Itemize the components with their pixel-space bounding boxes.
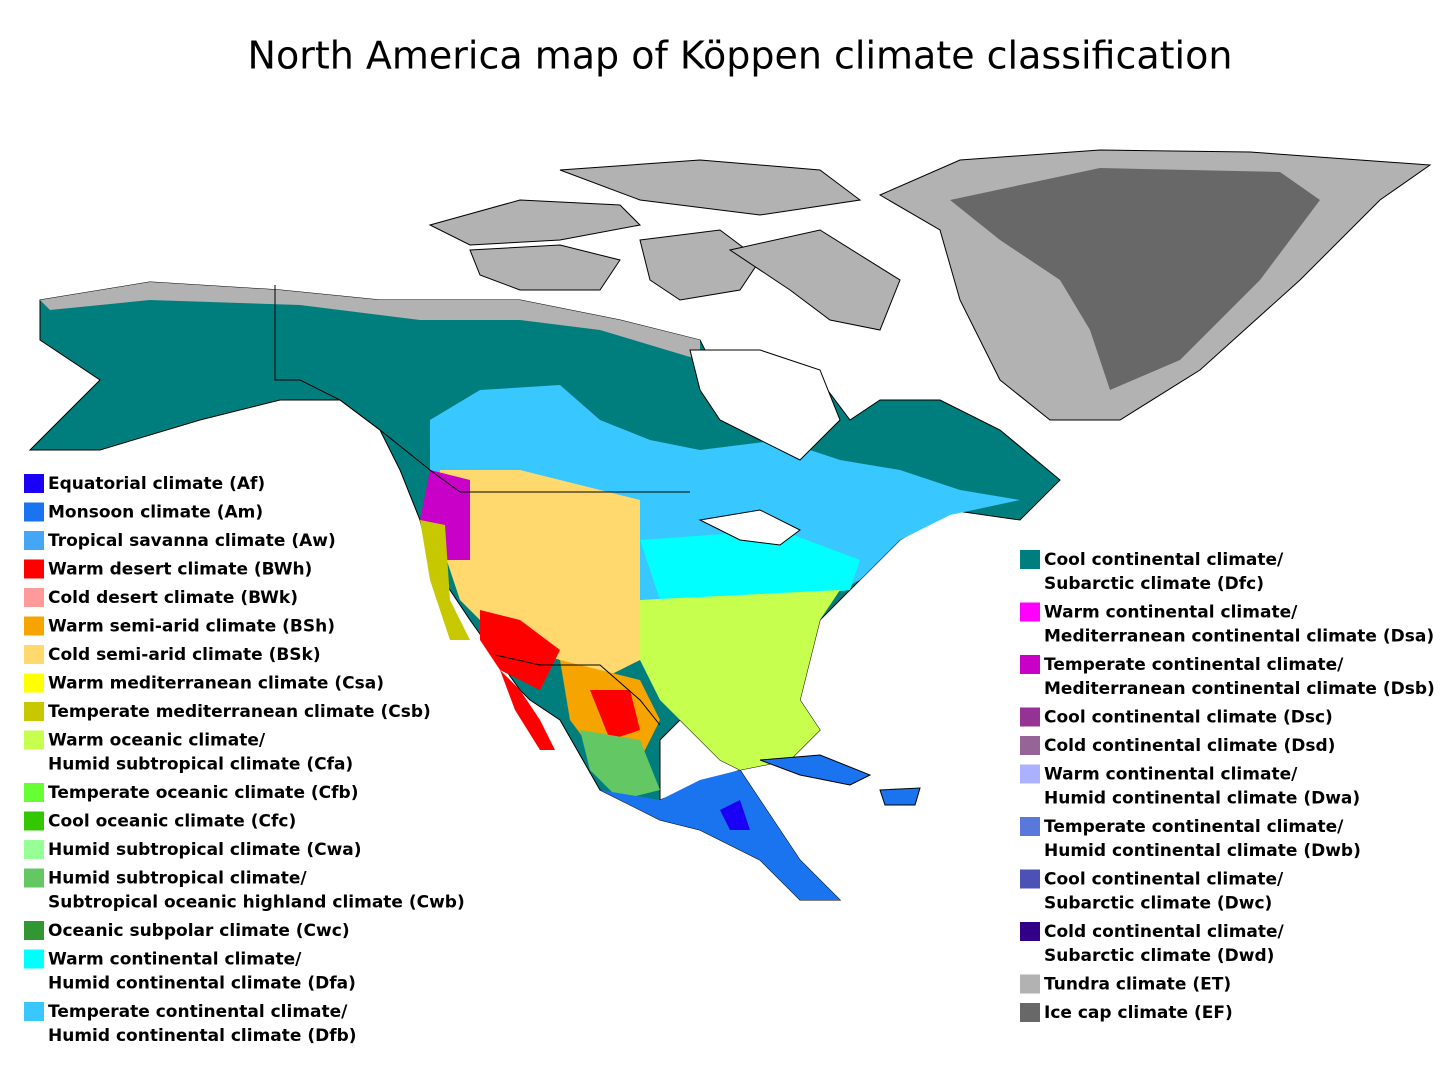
legend-label: Humid continental climate (Dwa) (1044, 789, 1360, 809)
legend-swatch (1020, 602, 1040, 622)
legend-label: Humid subtropical climate/ (48, 869, 307, 889)
legend-label: Warm semi-arid climate (BSh) (48, 617, 335, 637)
legend-label: Warm desert climate (BWh) (48, 560, 312, 580)
legend-label: Tropical savanna climate (Aw) (48, 531, 336, 551)
legend-label: Temperate continental climate/ (48, 1002, 348, 1022)
legend-swatch (24, 645, 44, 664)
legend-label: Temperate continental climate/ (1044, 655, 1344, 675)
legend-label: Humid continental climate (Dfb) (48, 1026, 357, 1046)
legend-swatch (24, 1002, 44, 1021)
map-title: North America map of Köppen climate clas… (248, 34, 1233, 78)
legend-label: Humid subtropical climate (Cwa) (48, 840, 362, 860)
legend-label: Cold continental climate (Dsd) (1044, 736, 1335, 756)
legend-label: Warm continental climate/ (1044, 765, 1298, 785)
legend-label: Warm continental climate/ (48, 950, 302, 970)
legend-label: Humid continental climate (Dfa) (48, 974, 356, 994)
legend-label: Mediterranean continental climate (Dsb) (1044, 679, 1435, 699)
legend-swatch (24, 811, 44, 831)
legend-label: Humid subtropical climate (Cfa) (48, 755, 353, 775)
legend-swatch (1020, 736, 1040, 755)
legend-label: Cold desert climate (BWk) (48, 588, 298, 608)
legend-label: Humid continental climate (Dwb) (1044, 841, 1361, 861)
legend-swatch (24, 840, 44, 859)
legend-swatch (24, 474, 44, 493)
legend-swatch (1020, 707, 1040, 727)
legend-swatch (24, 730, 44, 750)
legend-swatch (1020, 869, 1040, 889)
legend-label: Ice cap climate (EF) (1044, 1003, 1233, 1023)
legend-swatch (24, 588, 44, 607)
legend-swatch (24, 949, 44, 969)
legend-label: Cool continental climate/ (1044, 870, 1284, 890)
legend-swatch (1020, 764, 1040, 784)
legend-label: Warm mediterranean climate (Csa) (48, 674, 384, 694)
legend-label: Cold semi-arid climate (BSk) (48, 645, 321, 665)
legend-swatch (24, 502, 44, 522)
legend-label: Cold continental climate/ (1044, 922, 1285, 942)
legend-swatch (1020, 655, 1040, 674)
legend-swatch (24, 531, 44, 550)
legend-swatch (24, 559, 44, 579)
legend-label: Subtropical oceanic highland climate (Cw… (48, 893, 465, 913)
legend-swatch (24, 673, 44, 693)
legend-swatch (1020, 922, 1040, 941)
legend-label: Temperate mediterranean climate (Csb) (48, 702, 431, 722)
legend-swatch (24, 783, 44, 802)
legend-label: Subarctic climate (Dfc) (1044, 574, 1264, 594)
legend-label: Subarctic climate (Dwc) (1044, 894, 1272, 914)
legend-swatch (1020, 1003, 1040, 1022)
legend-label: Tundra climate (ET) (1044, 975, 1231, 995)
legend-label: Cool oceanic climate (Cfc) (48, 812, 296, 832)
legend-label: Warm oceanic climate/ (48, 731, 266, 751)
legend-label: Oceanic subpolar climate (Cwc) (48, 921, 350, 941)
legend-label: Monsoon climate (Am) (48, 503, 263, 523)
legend-swatch (24, 702, 44, 721)
legend-swatch (1020, 974, 1040, 994)
legend-swatch (24, 868, 44, 888)
legend-label: Temperate continental climate/ (1044, 817, 1344, 837)
legend-label: Mediterranean continental climate (Dsa) (1044, 627, 1434, 647)
legend-label: Warm continental climate/ (1044, 603, 1298, 623)
legend-label: Cool continental climate/ (1044, 550, 1284, 570)
legend-label: Equatorial climate (Af) (48, 474, 265, 494)
legend-label: Cool continental climate (Dsc) (1044, 708, 1333, 728)
legend-swatch (1020, 550, 1040, 569)
legend-label: Subarctic climate (Dwd) (1044, 946, 1274, 966)
legend-swatch (1020, 817, 1040, 836)
legend-swatch (24, 616, 44, 636)
landmass (28, 149, 1432, 901)
legend-swatch (24, 921, 44, 940)
legend-label: Temperate oceanic climate (Cfb) (48, 783, 358, 803)
